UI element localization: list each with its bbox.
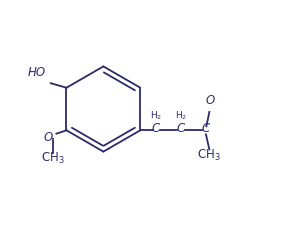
Text: C: C <box>177 122 185 135</box>
Text: O: O <box>206 94 215 107</box>
Text: C: C <box>152 122 160 135</box>
Text: H$_2$: H$_2$ <box>150 109 162 122</box>
Text: H$_2$: H$_2$ <box>175 109 187 122</box>
Text: HO: HO <box>28 66 46 79</box>
Text: C: C <box>201 122 209 135</box>
Text: CH$_3$: CH$_3$ <box>41 151 65 166</box>
Text: CH$_3$: CH$_3$ <box>198 147 221 163</box>
Text: O: O <box>44 131 53 143</box>
